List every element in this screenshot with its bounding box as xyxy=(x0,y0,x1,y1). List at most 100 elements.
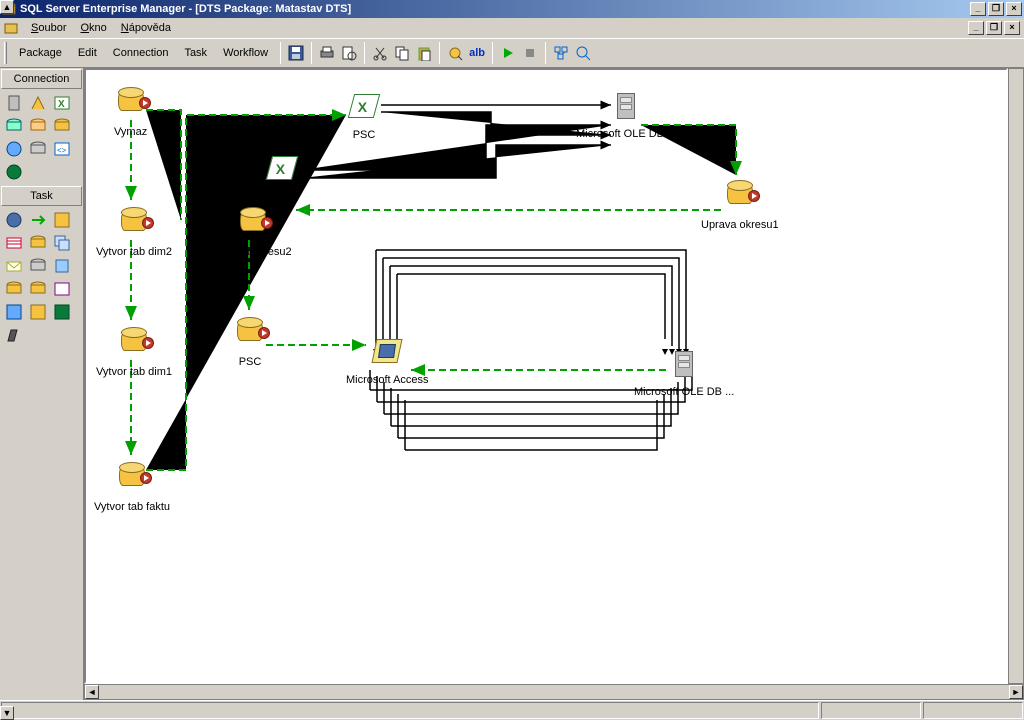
palette-header-task: Task xyxy=(1,186,82,206)
run-icon[interactable] xyxy=(497,42,519,64)
statusbar xyxy=(0,700,1024,720)
toolbar-separator xyxy=(364,42,365,64)
node-okresu1[interactable]: Uprava okresu1 xyxy=(701,178,779,231)
task-execute-icon[interactable] xyxy=(50,209,73,231)
maximize-button[interactable]: ❐ xyxy=(988,2,1004,16)
node-label: Uprava okresu1 xyxy=(701,219,779,231)
node-vymaz[interactable]: Vymaz xyxy=(114,85,147,138)
annotate-icon[interactable] xyxy=(444,42,466,64)
task-bulk-icon[interactable] xyxy=(2,232,25,254)
palette-connection-grid: X <> xyxy=(0,90,83,185)
task-custom-icon[interactable] xyxy=(2,324,25,346)
print-icon[interactable] xyxy=(316,42,338,64)
mdi-icon xyxy=(4,21,18,35)
conn-dbase-icon[interactable] xyxy=(2,115,25,137)
copy-icon[interactable] xyxy=(391,42,413,64)
menu-okno[interactable]: Okno xyxy=(73,20,113,36)
horizontal-scrollbar[interactable]: ◄ ► xyxy=(84,684,1024,700)
vertical-scrollbar[interactable]: ▲ ▼ xyxy=(1008,68,1024,684)
node-label: PSC xyxy=(348,129,380,141)
toolbar-separator xyxy=(545,42,546,64)
mdi-restore-button[interactable]: ❐ xyxy=(986,21,1002,35)
titlebar: SQL Server Enterprise Manager - [DTS Pac… xyxy=(0,0,1024,18)
node-psc-xls[interactable]: PSC xyxy=(348,90,380,141)
node-psc-db[interactable]: PSC xyxy=(234,315,266,368)
toolbar-menu-workflow[interactable]: Workflow xyxy=(215,44,276,62)
task-dynamic-icon[interactable] xyxy=(2,278,25,300)
task-msg-icon[interactable] xyxy=(26,278,49,300)
node-access[interactable]: Microsoft Access xyxy=(346,335,429,386)
workarea: Connection X <> Task xyxy=(0,68,1024,700)
status-pane-1 xyxy=(821,702,921,719)
scroll-left-icon[interactable]: ◄ xyxy=(85,685,99,699)
toolbar-grip[interactable] xyxy=(4,42,7,64)
node-dim2[interactable]: Vytvor tab dim2 xyxy=(96,205,172,258)
task-transform-icon[interactable] xyxy=(26,209,49,231)
task-copy-icon[interactable] xyxy=(50,232,73,254)
cut-icon[interactable] xyxy=(369,42,391,64)
toolbar-menu-package[interactable]: Package xyxy=(11,44,70,62)
task-sql-icon[interactable] xyxy=(26,232,49,254)
menubar: Soubor Okno Nápověda _ ❐ × xyxy=(0,18,1024,38)
node-label: Microsoft Access xyxy=(346,374,429,386)
task-transfer3-icon[interactable] xyxy=(50,301,73,323)
stop-icon[interactable] xyxy=(519,42,541,64)
status-pane-2 xyxy=(923,702,1023,719)
conn-odbc-icon[interactable] xyxy=(2,138,25,160)
palette-header-connection: Connection xyxy=(1,69,82,89)
scroll-down-icon[interactable]: ▼ xyxy=(0,706,14,720)
flow-connections xyxy=(86,70,1008,684)
conn-oledb-icon[interactable] xyxy=(2,92,25,114)
minimize-button[interactable]: _ xyxy=(970,2,986,16)
task-process-icon[interactable] xyxy=(50,255,73,277)
task-send-icon[interactable] xyxy=(2,255,25,277)
window-title: SQL Server Enterprise Manager - [DTS Pac… xyxy=(20,3,970,15)
node-label: Uprava okresu2 xyxy=(214,246,292,258)
node-oledb-bot[interactable]: Microsoft OLE DB ... xyxy=(634,348,734,398)
palette: Connection X <> Task xyxy=(0,68,84,700)
scroll-right-icon[interactable]: ► xyxy=(1009,685,1023,699)
node-oledb-top[interactable]: Microsoft OLE DB ... xyxy=(576,90,676,140)
conn-paradox-icon[interactable] xyxy=(26,115,49,137)
mdi-close-button[interactable]: × xyxy=(1004,21,1020,35)
node-label: PSC xyxy=(234,356,266,368)
mdi-minimize-button[interactable]: _ xyxy=(968,21,984,35)
node-label: Kraje xyxy=(266,191,298,203)
task-transfer2-icon[interactable] xyxy=(26,301,49,323)
save-icon[interactable] xyxy=(285,42,307,64)
node-okresu2[interactable]: Uprava okresu2 xyxy=(214,205,292,258)
zoom-icon[interactable] xyxy=(572,42,594,64)
toolbar-menu-task[interactable]: Task xyxy=(176,44,215,62)
conn-html-icon[interactable]: <> xyxy=(50,138,73,160)
paste-icon[interactable] xyxy=(413,42,435,64)
menu-napoveda[interactable]: Nápověda xyxy=(114,20,178,36)
svg-text:X: X xyxy=(58,99,65,110)
design-canvas[interactable]: Vymaz Vytvor tab dim2 Vytvor tab dim1 Vy… xyxy=(84,68,1008,684)
conn-other-icon[interactable] xyxy=(2,161,25,183)
task-ftp-icon[interactable] xyxy=(26,255,49,277)
task-exec-icon[interactable] xyxy=(50,278,73,300)
window-controls: _ ❐ × xyxy=(970,2,1022,16)
conn-excel-icon[interactable]: X xyxy=(50,92,73,114)
print-preview-icon[interactable] xyxy=(338,42,360,64)
alb-label: alb xyxy=(469,47,485,59)
palette-task-grid xyxy=(0,207,83,348)
toolbar-menu-edit[interactable]: Edit xyxy=(70,44,105,62)
task-activex-icon[interactable] xyxy=(2,209,25,231)
conn-text-icon[interactable] xyxy=(50,115,73,137)
toolbar-separator xyxy=(311,42,312,64)
conn-access-icon[interactable] xyxy=(26,92,49,114)
alb-button[interactable]: alb xyxy=(466,42,488,64)
close-button[interactable]: × xyxy=(1006,2,1022,16)
layout-icon[interactable] xyxy=(550,42,572,64)
node-label: Vymaz xyxy=(114,126,147,138)
conn-oracle-icon[interactable] xyxy=(26,138,49,160)
node-dim1[interactable]: Vytvor tab dim1 xyxy=(96,325,172,378)
menu-soubor[interactable]: Soubor xyxy=(24,20,73,36)
node-kraje[interactable]: Kraje xyxy=(266,152,298,203)
toolbar-menu-connection[interactable]: Connection xyxy=(105,44,177,62)
node-faktu[interactable]: Vytvor tab faktu xyxy=(94,460,170,513)
scroll-up-icon[interactable]: ▲ xyxy=(0,0,14,14)
task-transfer1-icon[interactable] xyxy=(2,301,25,323)
toolbar-separator xyxy=(280,42,281,64)
